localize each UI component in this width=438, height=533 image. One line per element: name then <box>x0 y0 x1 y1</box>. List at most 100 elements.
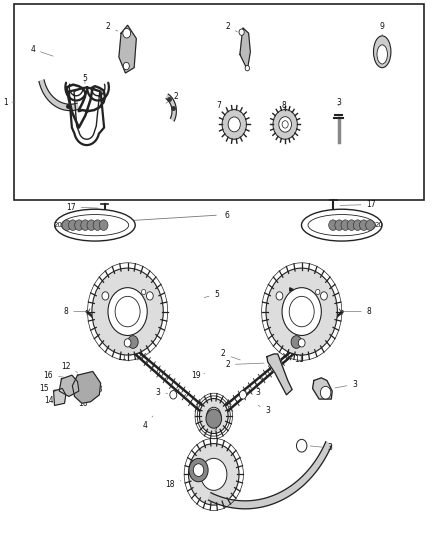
Text: 3: 3 <box>249 388 261 397</box>
Circle shape <box>289 296 314 327</box>
Text: 3: 3 <box>335 379 357 389</box>
Circle shape <box>93 220 102 230</box>
Text: 10: 10 <box>311 326 326 335</box>
Circle shape <box>81 220 89 230</box>
Circle shape <box>335 220 343 230</box>
Circle shape <box>321 386 331 399</box>
Text: 14: 14 <box>44 395 57 405</box>
Circle shape <box>328 220 337 230</box>
Circle shape <box>141 289 146 295</box>
Text: 8: 8 <box>342 307 371 316</box>
Circle shape <box>276 292 283 300</box>
Bar <box>14 4 424 200</box>
Circle shape <box>74 220 83 230</box>
Text: 2: 2 <box>225 22 237 32</box>
Circle shape <box>188 443 239 505</box>
Polygon shape <box>267 354 292 395</box>
Circle shape <box>170 391 177 399</box>
Circle shape <box>102 292 109 300</box>
Circle shape <box>68 220 77 230</box>
Text: 3: 3 <box>258 406 270 415</box>
Text: 2: 2 <box>225 360 264 369</box>
Circle shape <box>92 268 163 355</box>
Polygon shape <box>208 442 332 509</box>
Polygon shape <box>39 80 78 111</box>
Circle shape <box>87 220 95 230</box>
Circle shape <box>99 220 108 230</box>
Circle shape <box>228 117 240 132</box>
Text: 6: 6 <box>224 211 229 220</box>
Text: 10: 10 <box>103 326 118 335</box>
Circle shape <box>273 110 297 139</box>
Text: 3: 3 <box>336 98 341 107</box>
Circle shape <box>222 110 247 139</box>
Text: 7: 7 <box>213 423 218 432</box>
Circle shape <box>189 458 208 482</box>
Polygon shape <box>119 25 136 73</box>
Text: 11: 11 <box>118 353 131 362</box>
Ellipse shape <box>377 45 388 64</box>
Circle shape <box>128 336 138 349</box>
Circle shape <box>206 409 222 428</box>
Circle shape <box>146 292 153 300</box>
Text: 4: 4 <box>143 416 153 430</box>
Circle shape <box>245 66 250 71</box>
Text: 11: 11 <box>290 355 304 364</box>
Text: 17: 17 <box>340 200 376 209</box>
Text: 2: 2 <box>166 92 178 103</box>
Circle shape <box>123 28 131 38</box>
Text: 7: 7 <box>216 101 227 111</box>
Circle shape <box>360 220 368 230</box>
Text: 2: 2 <box>221 350 240 360</box>
Circle shape <box>316 289 320 295</box>
Text: 13: 13 <box>93 385 103 394</box>
Text: 2: 2 <box>106 22 118 31</box>
Ellipse shape <box>61 215 129 236</box>
Text: 3: 3 <box>310 443 332 453</box>
Polygon shape <box>166 94 177 121</box>
Text: 15: 15 <box>39 384 57 393</box>
Polygon shape <box>240 28 251 70</box>
Text: 17: 17 <box>66 203 98 212</box>
Polygon shape <box>59 375 79 397</box>
Polygon shape <box>313 378 332 399</box>
Ellipse shape <box>374 36 391 68</box>
Circle shape <box>297 439 307 452</box>
Circle shape <box>124 339 131 347</box>
Circle shape <box>291 336 301 349</box>
Text: 20: 20 <box>53 222 62 228</box>
Ellipse shape <box>55 209 135 241</box>
Text: 8: 8 <box>281 101 286 110</box>
Text: 5: 5 <box>82 74 88 84</box>
Text: 16: 16 <box>43 370 66 379</box>
Text: 1: 1 <box>4 98 8 107</box>
Text: 20: 20 <box>375 222 384 228</box>
Text: 9: 9 <box>380 22 385 35</box>
Circle shape <box>282 288 321 335</box>
Circle shape <box>193 464 204 477</box>
Text: 8: 8 <box>64 307 88 316</box>
Circle shape <box>115 296 140 327</box>
Circle shape <box>353 220 362 230</box>
Circle shape <box>207 407 221 425</box>
Circle shape <box>62 220 71 230</box>
Circle shape <box>282 120 288 128</box>
Text: 19: 19 <box>191 370 205 379</box>
Text: 12: 12 <box>61 362 78 373</box>
Circle shape <box>201 458 227 490</box>
Circle shape <box>123 62 129 70</box>
Ellipse shape <box>301 209 382 241</box>
Text: 5: 5 <box>204 289 219 298</box>
Circle shape <box>239 29 244 35</box>
Text: 3: 3 <box>155 388 167 397</box>
Circle shape <box>341 220 350 230</box>
Circle shape <box>347 220 356 230</box>
Circle shape <box>240 391 247 399</box>
Circle shape <box>108 288 147 335</box>
Text: 18: 18 <box>166 480 181 489</box>
Polygon shape <box>72 372 101 403</box>
Circle shape <box>266 268 337 355</box>
Circle shape <box>298 339 305 347</box>
Circle shape <box>199 399 228 433</box>
Text: 16: 16 <box>78 399 88 408</box>
